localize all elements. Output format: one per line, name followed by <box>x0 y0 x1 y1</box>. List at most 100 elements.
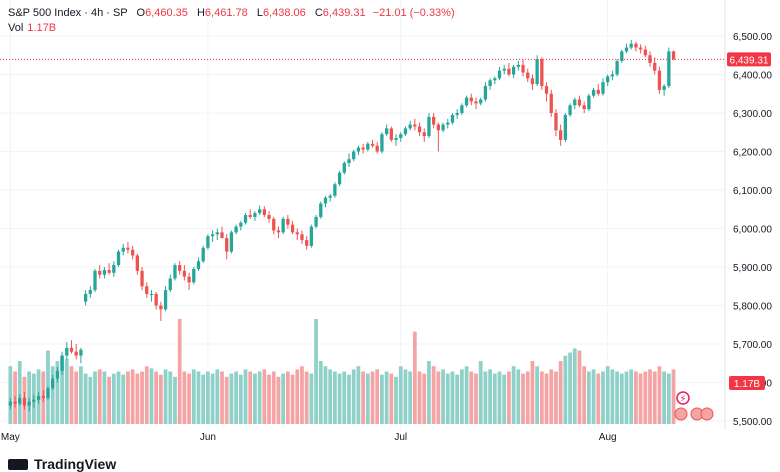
price-tick-label: 6,000.00 <box>733 225 772 236</box>
candle-body <box>469 97 473 102</box>
volume-bar <box>276 376 281 424</box>
candle-body <box>394 138 398 140</box>
volume-bar <box>394 376 398 424</box>
time-tick-label: Aug <box>599 432 617 443</box>
tradingview-watermark[interactable]: TradingView <box>8 456 116 472</box>
event-markers[interactable]: ⚡ <box>674 391 714 421</box>
volume-bar <box>615 371 619 424</box>
candle-body <box>441 124 445 131</box>
volume-bar <box>586 371 591 424</box>
volume-bars <box>8 319 676 424</box>
candle-body <box>577 99 582 106</box>
price-tick-label: 6,500.00 <box>733 32 772 43</box>
candle-body <box>596 89 600 94</box>
volume-bar <box>60 355 64 424</box>
volume-bar <box>126 371 130 424</box>
volume-bar <box>521 373 525 424</box>
open-value: 6,460.35 <box>145 7 188 19</box>
volume-bar <box>474 373 478 424</box>
candle-body <box>375 145 379 152</box>
volume-bar <box>403 369 408 424</box>
candle-body <box>333 184 337 196</box>
volume-bar <box>460 369 464 424</box>
volume-bar <box>318 361 323 424</box>
candle-body <box>422 132 426 137</box>
volume-bar <box>544 373 549 424</box>
candle-body <box>121 247 125 252</box>
time-axis[interactable]: MayJunJulAugSep <box>1 432 780 443</box>
candle-body <box>507 68 511 75</box>
volume-badge-label: 1.17B <box>734 379 760 390</box>
candle-body <box>206 236 210 248</box>
volume-bar <box>130 369 135 424</box>
candle-body <box>526 72 530 79</box>
volume-bar <box>436 371 441 424</box>
volume-bar <box>224 376 229 424</box>
candle-body <box>530 78 535 85</box>
volume-bar <box>601 371 605 424</box>
volume-bar <box>375 369 380 424</box>
volume-bar <box>177 319 182 424</box>
price-axis[interactable]: 5,500.005,600.005,700.005,800.005,900.00… <box>733 32 772 428</box>
candle-body <box>620 51 624 62</box>
volume-bar <box>285 371 290 424</box>
volume-bar <box>417 371 422 424</box>
volume-bar <box>69 366 74 424</box>
candle-body <box>272 218 276 231</box>
candle-body <box>483 86 488 100</box>
price-tick-label: 5,800.00 <box>733 302 772 313</box>
chart-legend: S&P 500 Index · 4h · SP O6,460.35 H6,461… <box>8 6 455 36</box>
price-tick-label: 5,700.00 <box>733 340 772 351</box>
candle-body <box>413 124 417 127</box>
candle-body <box>638 47 643 50</box>
candle-body <box>149 293 154 295</box>
candle-body <box>36 395 41 400</box>
candle-body <box>309 226 314 246</box>
candle-body <box>154 293 158 306</box>
volume-bar <box>116 371 121 424</box>
volume-bar <box>135 373 140 424</box>
candle-body <box>464 97 469 106</box>
volume-bar <box>93 371 97 424</box>
volume-bar <box>107 376 112 424</box>
volume-bar <box>605 366 610 424</box>
dividend-event-icon[interactable] <box>676 391 690 405</box>
volume-bar <box>445 373 450 424</box>
volume-bar <box>634 371 638 424</box>
candle-body <box>417 126 422 133</box>
volume-bar <box>563 355 568 424</box>
candle-body <box>290 224 295 233</box>
volume-bar <box>342 371 347 424</box>
us-flag-event-icon-3[interactable] <box>700 407 714 421</box>
volume-bar <box>253 373 257 424</box>
volume-bar <box>27 371 32 424</box>
us-flag-event-icon[interactable] <box>674 407 688 421</box>
volume-bar <box>596 373 601 424</box>
volume-bar <box>441 369 445 424</box>
volume-bar <box>121 374 126 424</box>
candle-body <box>356 147 361 152</box>
candle-body <box>178 265 182 271</box>
candle-body <box>135 255 139 271</box>
volume-bar <box>648 369 652 424</box>
volume-bar <box>619 373 624 424</box>
candle-body <box>544 86 549 94</box>
candle-body <box>248 215 252 217</box>
candle-body <box>403 128 408 135</box>
candle-body <box>502 68 506 71</box>
volume-bar <box>469 371 474 424</box>
volume-label[interactable]: Vol <box>8 22 24 34</box>
volume-bar <box>643 371 648 424</box>
volume-bar <box>196 371 201 424</box>
volume-bar <box>610 369 615 424</box>
volume-bar <box>328 369 333 424</box>
volume-bar <box>8 366 13 424</box>
candle-body <box>65 347 69 356</box>
volume-bar <box>140 371 144 424</box>
volume-bar <box>243 369 248 424</box>
open-label: O <box>136 7 146 19</box>
volume-bar <box>511 366 516 424</box>
symbol-title[interactable]: S&P 500 Index · 4h · SP <box>8 7 128 19</box>
volume-bar <box>422 373 427 424</box>
